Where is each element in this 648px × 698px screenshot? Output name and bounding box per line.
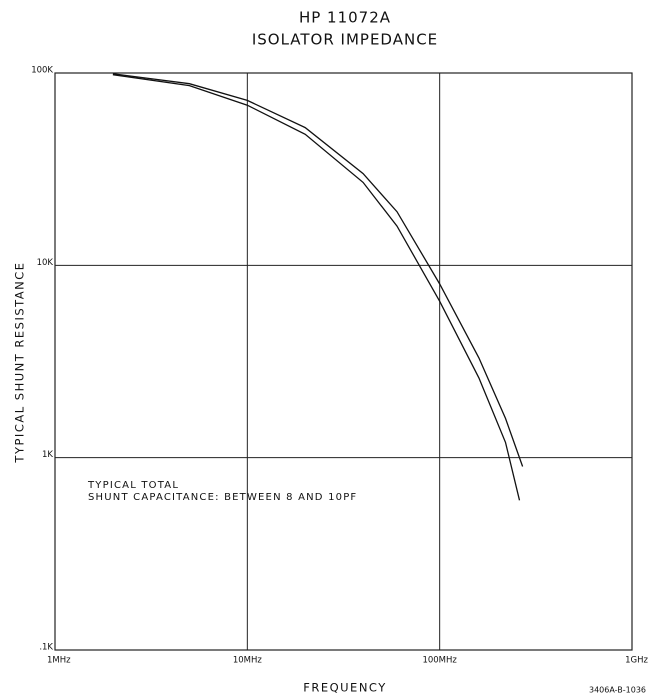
y-tick-label: 10K [37, 258, 54, 268]
x-tick-label: 1MHz [47, 656, 71, 666]
y-tick-label: .1K [39, 643, 53, 653]
y-tick-label: 1K [42, 450, 53, 460]
x-axis-label: FREQUENCY [303, 681, 387, 695]
chart-subtitle: ISOLATOR IMPEDANCE [252, 31, 438, 49]
footnote: 3406A-B-1036 [589, 686, 646, 695]
x-tick-label: 100MHz [422, 656, 457, 666]
x-tick-label: 10MHz [233, 656, 263, 666]
chart-title: HP 11072A [299, 9, 391, 27]
x-tick-label: 1GHz [625, 656, 648, 666]
y-tick-label: 100K [31, 66, 53, 76]
annotation: TYPICAL TOTAL [87, 480, 179, 491]
data-line [112, 73, 524, 467]
plot-frame [54, 72, 633, 651]
data-line [112, 74, 521, 501]
y-axis-label: TYPICAL SHUNT RESISTANCE [13, 261, 27, 463]
annotation: SHUNT CAPACITANCE: BETWEEN 8 AND 10PF [88, 492, 357, 503]
